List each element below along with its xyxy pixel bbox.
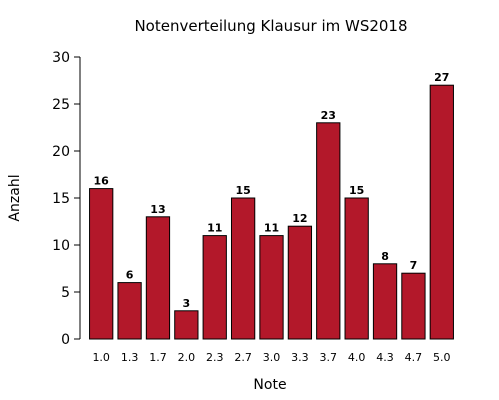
chart-title: Notenverteilung Klausur im WS2018: [134, 17, 407, 35]
data-label: 11: [264, 222, 279, 235]
bar-1-7: [145, 216, 171, 340]
data-label: 7: [410, 259, 418, 272]
data-label: 8: [381, 250, 389, 263]
x-tick-label: 4.3: [376, 351, 394, 364]
data-label: 6: [126, 269, 134, 282]
y-tick-label: 25: [52, 97, 70, 113]
bar-3-3: [287, 225, 313, 340]
data-label: 15: [349, 184, 364, 197]
bar-1-3: [117, 282, 142, 340]
x-tick-label: 2.3: [206, 351, 224, 364]
bar-3-7: [316, 122, 341, 340]
data-label: 12: [292, 212, 307, 225]
y-axis-label: Anzahl: [7, 174, 23, 221]
data-label: 3: [183, 297, 191, 310]
x-tick-label: 2.7: [234, 351, 252, 364]
bar-4-0: [344, 197, 369, 340]
x-tick-label: 1.0: [92, 351, 110, 364]
x-tick-label: 3.0: [263, 351, 281, 364]
data-label: 15: [235, 184, 250, 197]
x-tick-label: 2.0: [178, 351, 196, 364]
data-label: 16: [94, 175, 110, 188]
bar-4-7: [401, 272, 426, 340]
data-label: 11: [207, 222, 222, 235]
x-tick-label: 4.7: [405, 351, 423, 364]
x-ticks: 1.0 1.3 1.7 2.0 2.3 2.7 3.0 3.3 3.7 4.0 4.3 4.7 5.0: [92, 351, 450, 364]
data-labels: 16 6 13 3 11 15 11 12 23 15 8 7 27: [94, 71, 450, 310]
y-tick-label: 10: [52, 238, 70, 254]
x-tick-label: 3.3: [291, 351, 309, 364]
bar-2-0: [174, 310, 199, 340]
y-ticks: 0 5 10 15 20 25 30: [52, 50, 80, 348]
x-tick-label: 1.3: [121, 351, 139, 364]
x-tick-label: 3.7: [320, 351, 338, 364]
x-tick-label: 4.0: [348, 351, 366, 364]
bar-1-0: [89, 188, 114, 340]
y-tick-label: 0: [61, 332, 70, 348]
y-tick-label: 20: [52, 144, 70, 160]
bar-2-7: [230, 197, 256, 340]
y-tick-label: 15: [52, 191, 70, 207]
y-tick-label: 30: [52, 50, 70, 66]
bar-5-0: [429, 84, 454, 340]
x-axis-label: Note: [253, 377, 286, 393]
x-tick-label: 1.7: [149, 351, 167, 364]
bars: [89, 84, 454, 340]
bar-3-0: [259, 235, 284, 340]
data-label: 23: [321, 109, 336, 122]
bar-2-3: [202, 235, 227, 340]
data-label: 13: [150, 203, 165, 216]
x-tick-label: 5.0: [433, 351, 451, 364]
bar-4-3: [372, 263, 398, 340]
y-tick-label: 5: [61, 285, 70, 301]
data-label: 27: [434, 71, 449, 84]
